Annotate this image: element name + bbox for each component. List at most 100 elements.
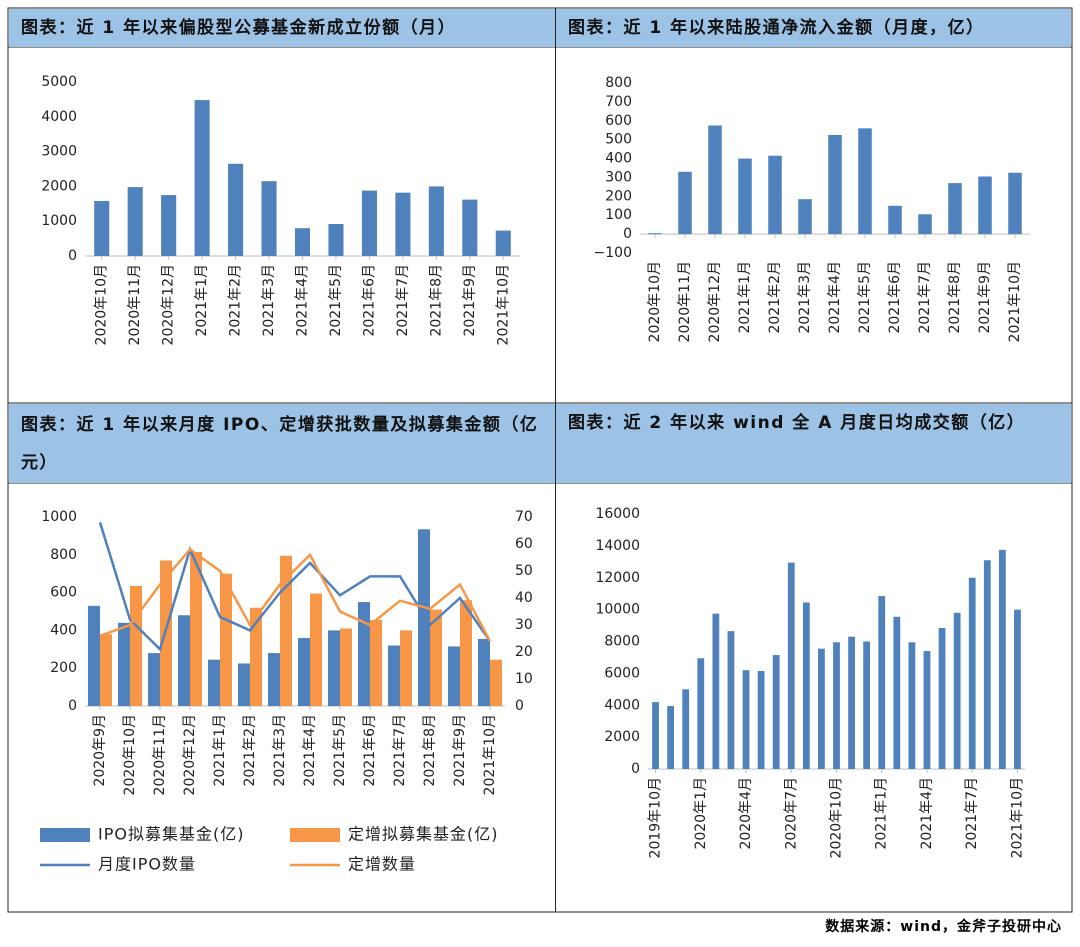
bar bbox=[118, 622, 130, 706]
bar bbox=[858, 128, 872, 235]
bar bbox=[400, 630, 412, 706]
legend-label: IPO拟募集基金(亿) bbox=[98, 825, 244, 844]
bar bbox=[798, 199, 812, 235]
bar bbox=[448, 646, 460, 706]
x-tick-label: 2020年10月 bbox=[94, 264, 110, 345]
y-tick-label: 50 bbox=[515, 563, 533, 579]
bar bbox=[863, 641, 871, 769]
x-tick-label: 2021年10月 bbox=[495, 264, 511, 345]
bar bbox=[328, 223, 344, 256]
bar bbox=[948, 183, 962, 235]
x-tick-label: 2020年11月 bbox=[677, 261, 693, 342]
y-tick-label: 70 bbox=[515, 509, 533, 525]
y-tick-label: 16000 bbox=[595, 506, 640, 522]
bar bbox=[978, 176, 992, 235]
legend-label: 定增数量 bbox=[348, 855, 416, 874]
bar bbox=[738, 158, 752, 235]
x-tick-label: 2021年4月 bbox=[302, 714, 318, 787]
bar bbox=[998, 549, 1006, 769]
y-tick-label: 4000 bbox=[41, 109, 77, 125]
bar bbox=[648, 233, 662, 235]
y-tick-label: −100 bbox=[594, 245, 632, 261]
x-tick-label: 2021年1月 bbox=[874, 777, 890, 850]
legend-swatch bbox=[290, 828, 340, 842]
bar bbox=[370, 620, 382, 706]
bar bbox=[298, 637, 310, 706]
y-tick-label: 600 bbox=[50, 585, 77, 601]
x-tick-label: 2021年4月 bbox=[295, 264, 311, 337]
bar bbox=[161, 195, 177, 256]
y-tick-label: 2000 bbox=[41, 178, 77, 194]
bar bbox=[294, 228, 311, 256]
chart-title: 图表：近 2 年以来 wind 全 A 月度日均成交额（亿） bbox=[556, 404, 1071, 483]
y-tick-label: 12000 bbox=[595, 570, 640, 586]
bar bbox=[220, 573, 232, 706]
x-tick-label: 2021年1月 bbox=[737, 261, 753, 334]
y-tick-label: 40 bbox=[515, 590, 533, 606]
bar bbox=[768, 155, 782, 235]
bar bbox=[100, 634, 112, 706]
y-tick-label: 3000 bbox=[41, 144, 77, 160]
y-tick-label: 0 bbox=[68, 698, 77, 714]
bar bbox=[772, 655, 780, 769]
bar bbox=[88, 605, 100, 706]
bar bbox=[388, 645, 400, 706]
x-tick-label: 2020年9月 bbox=[92, 714, 108, 787]
bar bbox=[833, 642, 840, 769]
bar bbox=[968, 577, 976, 769]
y-tick-label: 10 bbox=[515, 671, 533, 687]
y-tick-label: 1000 bbox=[41, 213, 77, 229]
x-tick-label: 2021年5月 bbox=[328, 264, 344, 337]
y-tick-label: 0 bbox=[515, 698, 524, 714]
bar bbox=[678, 171, 692, 235]
bar bbox=[430, 609, 442, 706]
y-tick-label: 800 bbox=[50, 547, 77, 563]
y-tick-label: 300 bbox=[605, 169, 632, 185]
x-tick-label: 2021年4月 bbox=[919, 777, 935, 850]
bar bbox=[310, 593, 322, 706]
x-tick-label: 2019年10月 bbox=[648, 777, 664, 858]
bar bbox=[708, 125, 722, 235]
x-tick-label: 2020年11月 bbox=[152, 714, 168, 795]
y-tick-label: 8000 bbox=[604, 634, 640, 650]
y-tick-label: 1000 bbox=[41, 509, 77, 525]
x-tick-label: 2020年7月 bbox=[783, 777, 799, 850]
legend-label: 月度IPO数量 bbox=[98, 855, 196, 874]
bar bbox=[190, 551, 202, 706]
legend-swatch bbox=[40, 828, 90, 842]
bar bbox=[194, 100, 210, 256]
x-tick-label: 2021年8月 bbox=[422, 714, 438, 787]
x-tick-label: 2021年7月 bbox=[395, 264, 411, 337]
bar bbox=[127, 187, 143, 256]
bar bbox=[893, 616, 901, 769]
x-tick-label: 2021年5月 bbox=[857, 261, 873, 334]
bar bbox=[802, 602, 810, 769]
bar bbox=[727, 631, 735, 769]
y-tick-label: 200 bbox=[50, 660, 77, 676]
y-tick-label: 14000 bbox=[595, 538, 640, 554]
bar bbox=[697, 658, 705, 769]
x-tick-label: 2020年1月 bbox=[693, 777, 709, 850]
bar bbox=[1014, 609, 1021, 769]
line bbox=[99, 547, 492, 642]
source-note: 数据来源：wind，金斧子投研中心 bbox=[825, 919, 1062, 935]
x-tick-label: 2021年1月 bbox=[194, 264, 210, 337]
bar bbox=[328, 630, 340, 706]
bar bbox=[268, 653, 280, 706]
bar bbox=[228, 163, 244, 256]
y-tick-label: 6000 bbox=[604, 665, 640, 681]
x-tick-label: 2021年3月 bbox=[797, 261, 813, 334]
bar bbox=[208, 659, 220, 706]
bar bbox=[94, 201, 110, 256]
x-tick-label: 2021年10月 bbox=[1007, 261, 1023, 342]
bar bbox=[757, 670, 765, 769]
y-tick-label: 600 bbox=[605, 113, 632, 129]
bar bbox=[983, 560, 991, 769]
x-tick-label: 2021年8月 bbox=[947, 261, 963, 334]
y-tick-label: 2000 bbox=[604, 729, 640, 745]
bar bbox=[682, 689, 690, 769]
x-tick-label: 2021年10月 bbox=[482, 714, 498, 795]
bar bbox=[828, 134, 842, 235]
y-tick-label: 60 bbox=[515, 536, 533, 552]
